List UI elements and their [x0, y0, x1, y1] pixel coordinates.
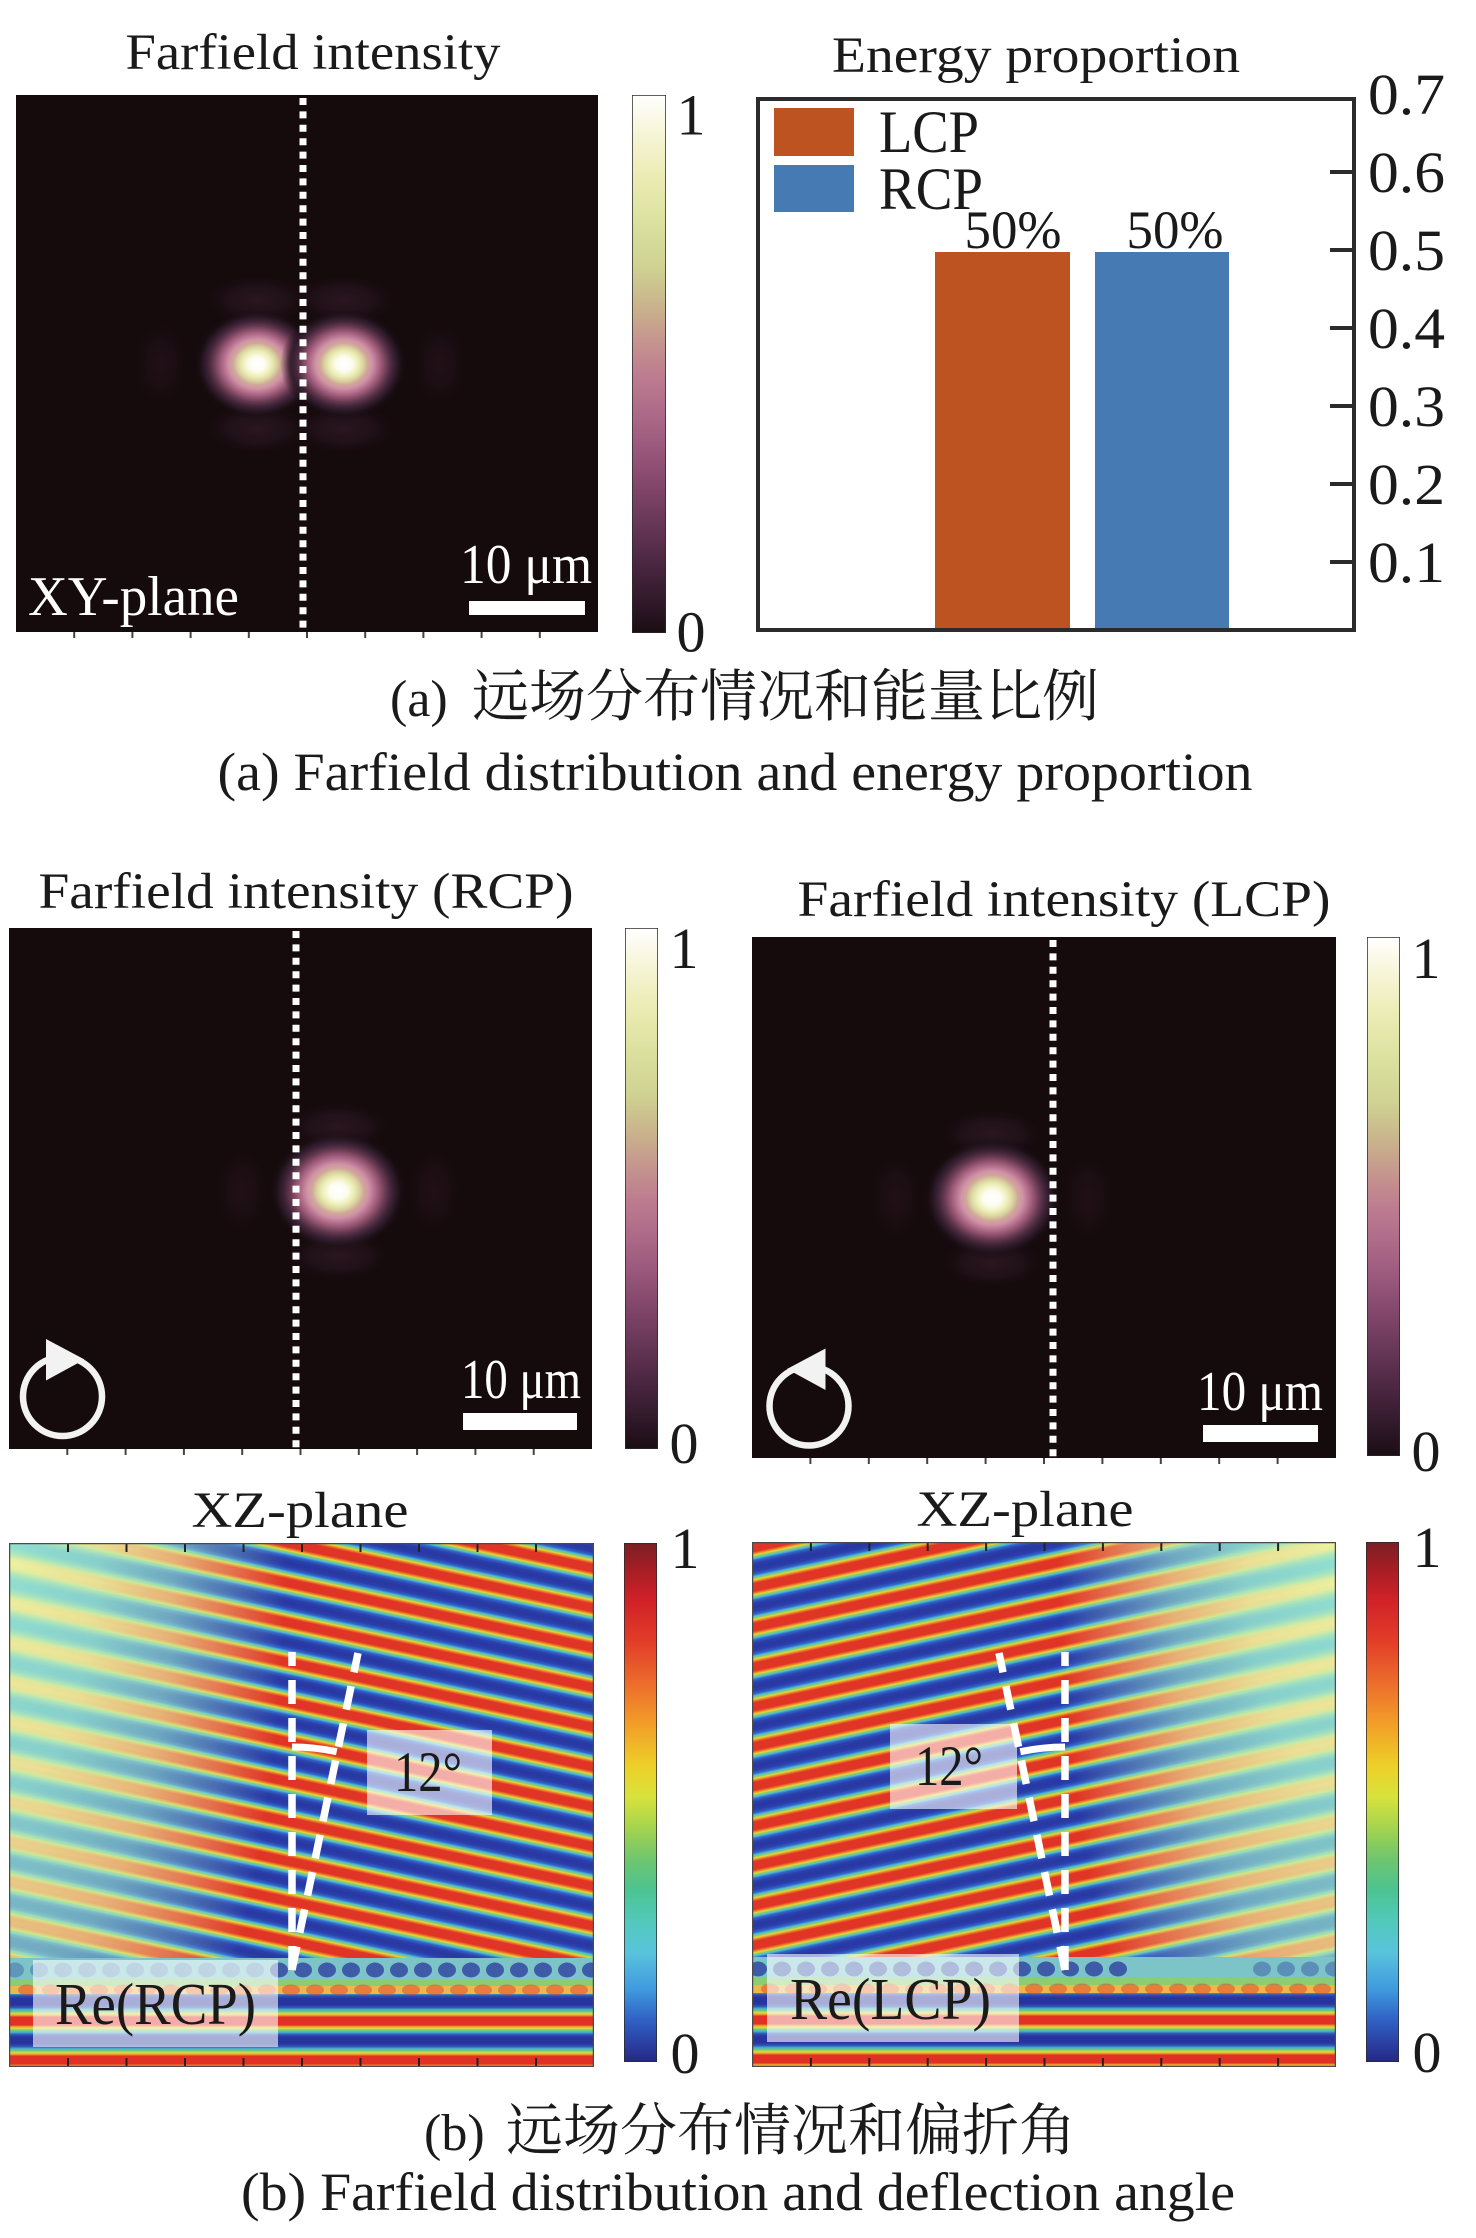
- svg-text:(a): (a): [390, 671, 448, 728]
- svg-text:12°: 12°: [394, 1741, 462, 1804]
- svg-text:50%: 50%: [965, 200, 1062, 260]
- svg-text:1: 1: [670, 916, 699, 981]
- svg-text:XZ-plane: XZ-plane: [917, 1482, 1134, 1538]
- svg-text:1: 1: [1412, 926, 1441, 991]
- svg-text:XZ-plane: XZ-plane: [192, 1483, 409, 1539]
- svg-text:1: 1: [1413, 1515, 1442, 1580]
- svg-text:0.6: 0.6: [1368, 140, 1445, 205]
- svg-text:0: 0: [1412, 1419, 1441, 1484]
- svg-text:0: 0: [1413, 2020, 1442, 2085]
- svg-text:LCP: LCP: [879, 99, 979, 165]
- svg-text:0: 0: [670, 1411, 699, 1476]
- svg-text:1: 1: [671, 1516, 700, 1581]
- svg-text:XY-plane: XY-plane: [28, 566, 239, 628]
- svg-text:Farfield intensity (LCP): Farfield intensity (LCP): [798, 872, 1331, 928]
- svg-text:RCP: RCP: [879, 156, 983, 222]
- svg-text:0: 0: [677, 600, 706, 665]
- svg-text:0.4: 0.4: [1368, 296, 1445, 361]
- svg-text:0.7: 0.7: [1368, 62, 1445, 127]
- svg-text:(b) Farfield distribution and: (b) Farfield distribution and deflection…: [241, 2162, 1235, 2222]
- svg-text:10 μm: 10 μm: [460, 534, 592, 596]
- svg-text:1: 1: [677, 83, 706, 148]
- svg-text:Farfield intensity (RCP): Farfield intensity (RCP): [39, 864, 574, 920]
- svg-text:Re(LCP): Re(LCP): [790, 1966, 991, 2032]
- svg-text:Farfield intensity: Farfield intensity: [126, 25, 502, 81]
- svg-text:Re(RCP): Re(RCP): [55, 1971, 256, 2037]
- svg-text:10 μm: 10 μm: [461, 1349, 581, 1411]
- svg-text:Energy proportion: Energy proportion: [832, 28, 1240, 84]
- svg-text:12°: 12°: [915, 1735, 983, 1798]
- svg-text:(a) Farfield distribution and: (a) Farfield distribution and energy pro…: [218, 742, 1253, 802]
- svg-text:50%: 50%: [1127, 200, 1224, 260]
- svg-text:(b): (b): [424, 2105, 485, 2162]
- svg-text:0.1: 0.1: [1368, 530, 1445, 595]
- svg-text:0.3: 0.3: [1368, 374, 1445, 439]
- svg-text:0: 0: [671, 2021, 700, 2086]
- svg-text:0.5: 0.5: [1368, 218, 1445, 283]
- svg-text:10 μm: 10 μm: [1197, 1361, 1323, 1423]
- svg-text:0.2: 0.2: [1368, 452, 1445, 517]
